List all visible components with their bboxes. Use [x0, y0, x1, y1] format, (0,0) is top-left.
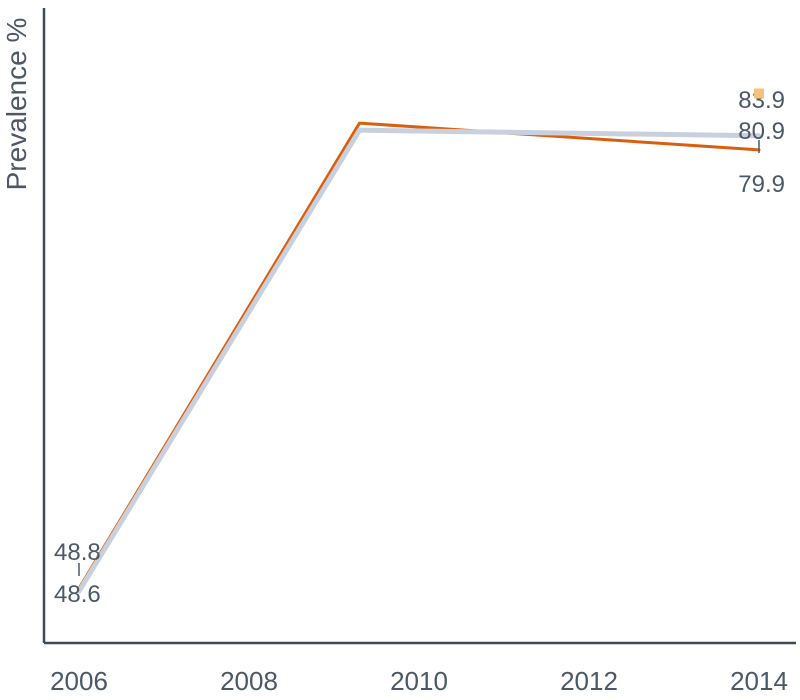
x-tick-2006: 2006 — [50, 666, 108, 696]
x-tick-2010: 2010 — [390, 666, 448, 696]
label-series-1-start: 48.6 — [54, 581, 101, 608]
x-tick-2012: 2012 — [560, 666, 618, 696]
x-tick-2008: 2008 — [220, 666, 278, 696]
label-series-1-end: 80.9 — [738, 118, 785, 145]
extra-point-marker — [754, 88, 764, 99]
label-series-0-start: 48.8 — [54, 539, 101, 566]
label-series-0-end: 79.9 — [738, 171, 785, 198]
x-tick-labels: 2006 2008 2010 2012 2014 — [50, 666, 788, 696]
data-labels: 48.848.683.980.979.9 — [54, 87, 785, 608]
series-layer — [76, 121, 762, 594]
series-0-line — [77, 121, 761, 590]
x-tick-2014: 2014 — [730, 666, 788, 696]
y-axis-label: Prevalence % — [1, 18, 32, 191]
series-1-line — [76, 127, 762, 594]
